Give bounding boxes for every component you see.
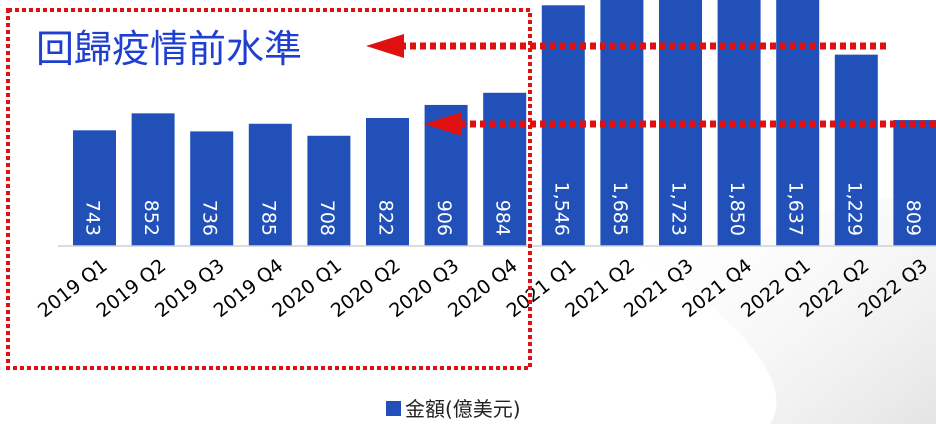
bar-2020-q4	[483, 92, 527, 246]
bar-value-label: 1,850	[726, 182, 748, 236]
upper-arrow-head-icon	[366, 34, 404, 58]
bar-2019-q1	[73, 130, 116, 246]
bar-2019-q3	[190, 131, 234, 246]
legend-swatch	[386, 401, 401, 416]
bar-2020-q2	[366, 118, 409, 246]
bar-value-label: 1,546	[550, 182, 572, 236]
bar-value-label: 984	[492, 200, 514, 236]
bar-value-label: 852	[140, 200, 162, 236]
bar-2022-q3	[893, 120, 936, 246]
bar-2019-q4	[248, 123, 292, 246]
lower-arrow-head-icon	[424, 112, 462, 136]
bar-value-label: 1,229	[843, 182, 865, 236]
bar-2022-q2	[834, 54, 878, 246]
bar-value-label: 822	[375, 200, 397, 236]
bar-value-label: 1,637	[785, 182, 807, 236]
bar-value-label: 736	[199, 200, 221, 236]
bar-value-label: 785	[257, 200, 279, 236]
bar-value-label: 1,723	[668, 182, 690, 236]
bar-value-label: 1,685	[609, 182, 631, 236]
background-shadow-decoration	[640, 190, 936, 424]
bar-value-label: 708	[316, 200, 338, 236]
bar-2019-q2	[131, 113, 175, 246]
legend-label: 金額(億美元)	[405, 397, 521, 421]
bar-2020-q1	[307, 135, 351, 246]
bar-value-label: 906	[433, 200, 455, 236]
bar-value-label: 743	[82, 200, 104, 236]
bar-value-label: 809	[902, 200, 924, 236]
annotation-text: 回歸疫情前水準	[36, 27, 302, 71]
pre-pandemic-highlight-box	[6, 8, 532, 370]
